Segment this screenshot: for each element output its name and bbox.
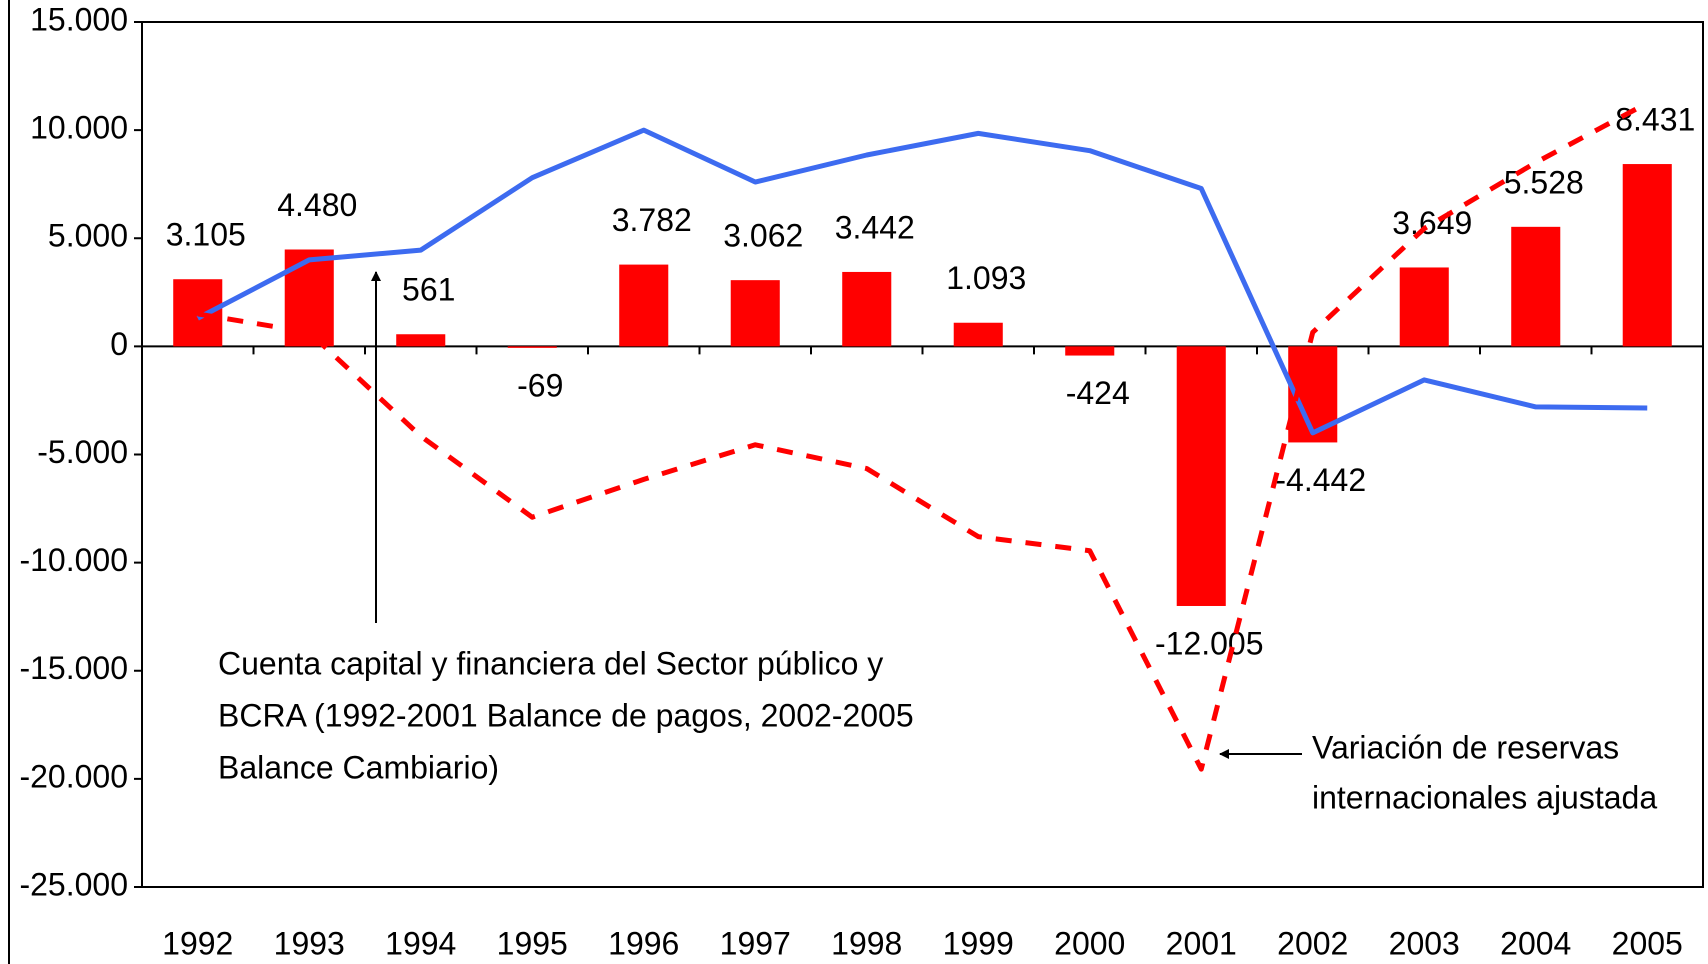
y-tick-label: 5.000 xyxy=(48,218,128,254)
line xyxy=(196,127,1648,436)
data-label: 5.528 xyxy=(1504,164,1584,200)
data-label: 1.093 xyxy=(946,260,1026,296)
x-tick-label: 1992 xyxy=(162,925,233,961)
y-tick-label: -10.000 xyxy=(19,542,128,578)
data-label: 3.649 xyxy=(1392,205,1472,241)
data-label: 3.105 xyxy=(166,217,246,253)
data-label: -424 xyxy=(1066,375,1130,411)
annotation: BCRA (1992-2001 Balance de pagos, 2002-2… xyxy=(218,697,914,733)
annotation: Cuenta capital y financiera del Sector p… xyxy=(218,645,883,681)
y-tick-label: -5.000 xyxy=(37,434,128,470)
bar xyxy=(1065,346,1115,356)
data-label: 8.431 xyxy=(1615,102,1695,138)
data-label: 4.480 xyxy=(277,187,357,223)
y-tick-label: -20.000 xyxy=(19,758,128,794)
x-tick-label: 1997 xyxy=(720,925,791,961)
bar xyxy=(1176,346,1226,606)
x-tick-label: 1995 xyxy=(497,925,568,961)
x-tick-label: 2003 xyxy=(1389,925,1460,961)
x-tick-label: 1994 xyxy=(385,925,456,961)
x-tick-label: 2000 xyxy=(1054,925,1125,961)
bar xyxy=(953,322,1003,347)
y-tick-label: -15.000 xyxy=(19,650,128,686)
x-tick-label: 2001 xyxy=(1166,925,1237,961)
data-label: -69 xyxy=(517,367,563,403)
x-tick-label: 2004 xyxy=(1500,925,1571,961)
x-tick-label: 2005 xyxy=(1612,925,1683,961)
data-label: -4.442 xyxy=(1275,462,1366,498)
annotation: Balance Cambiario) xyxy=(218,749,499,785)
data-label: 561 xyxy=(402,272,455,308)
bar xyxy=(1622,164,1672,347)
bar xyxy=(1511,226,1561,347)
annotation: internacionales ajustada xyxy=(1312,779,1657,815)
bar xyxy=(1399,267,1449,347)
y-tick-label: 10.000 xyxy=(30,110,128,146)
bar xyxy=(730,280,780,347)
data-label: 3.442 xyxy=(835,209,915,245)
x-tick-label: 1999 xyxy=(943,925,1014,961)
x-tick-label: 1996 xyxy=(608,925,679,961)
y-tick-label: -25.000 xyxy=(19,866,128,902)
data-label: -12.005 xyxy=(1155,625,1264,661)
dashed-line xyxy=(197,100,1649,772)
bar xyxy=(173,279,223,347)
x-tick-label: 1993 xyxy=(274,925,345,961)
x-tick-label: 1998 xyxy=(831,925,902,961)
bar xyxy=(507,346,557,348)
x-tick-label: 2002 xyxy=(1277,925,1348,961)
y-tick-label: 15.000 xyxy=(30,1,128,37)
annotation: Variación de reservas xyxy=(1312,729,1619,765)
data-label: 3.062 xyxy=(723,218,803,254)
bar xyxy=(396,334,446,347)
bar xyxy=(619,264,669,347)
y-tick-label: 0 xyxy=(110,326,128,362)
data-label: 3.782 xyxy=(612,202,692,238)
bar xyxy=(842,271,892,347)
